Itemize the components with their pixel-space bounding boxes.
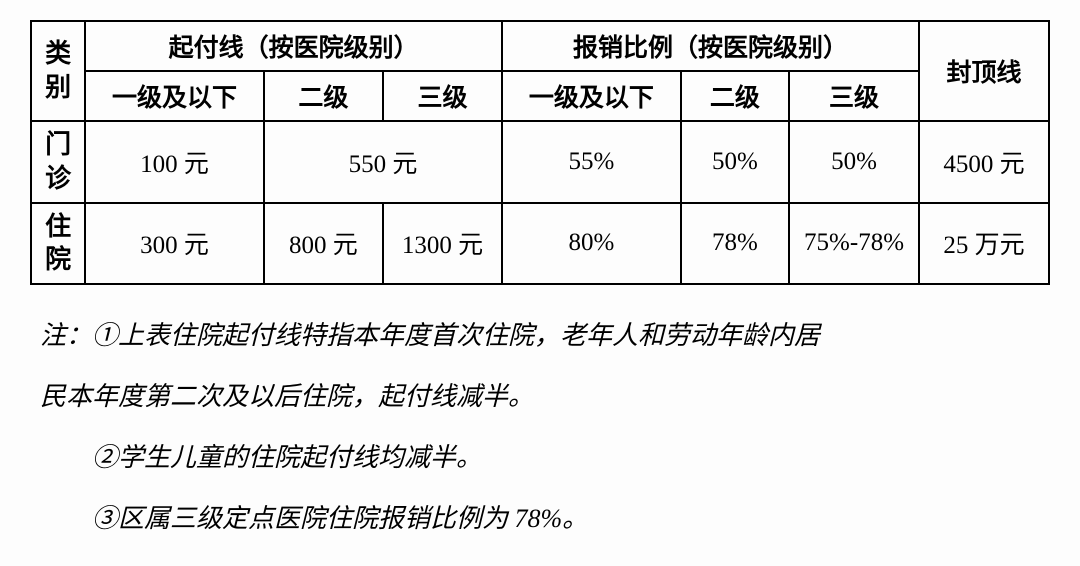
- header-deductible: 起付线（按医院级别）: [85, 21, 502, 71]
- reimbursement-table: 类别 起付线（按医院级别） 报销比例（按医院级别） 封顶线 一级及以下 二级 三…: [30, 20, 1050, 285]
- header-row-2: 一级及以下 二级 三级 一级及以下 二级 三级: [31, 71, 1049, 121]
- note-1-line-a: 注：①上表住院起付线特指本年度首次住院，老年人和劳动年龄内居: [40, 305, 1040, 366]
- table-row-outpatient: 门诊 100 元 550 元 55% 50% 50% 4500 元: [31, 121, 1049, 203]
- cell-inpatient-d3: 1300 元: [383, 203, 502, 285]
- header-category: 类别: [31, 21, 85, 121]
- cell-inpatient-d1: 300 元: [85, 203, 264, 285]
- sub-level3b: 三级: [789, 71, 919, 121]
- note-prefix: 注：: [40, 321, 92, 350]
- cell-inpatient-cap: 25 万元: [919, 203, 1049, 285]
- cell-inpatient-r1: 80%: [502, 203, 681, 285]
- header-cap: 封顶线: [919, 21, 1049, 121]
- sub-level1b: 一级及以下: [502, 71, 681, 121]
- cell-outpatient-d23: 550 元: [264, 121, 502, 203]
- cell-outpatient-cap: 4500 元: [919, 121, 1049, 203]
- note-3: ③区属三级定点医院住院报销比例为 78%。: [40, 488, 1040, 549]
- sub-level1a: 一级及以下: [85, 71, 264, 121]
- note-2: ②学生儿童的住院起付线均减半。: [40, 427, 1040, 488]
- cell-outpatient-r1: 55%: [502, 121, 681, 203]
- cell-outpatient-d1: 100 元: [85, 121, 264, 203]
- cell-outpatient-r2: 50%: [681, 121, 789, 203]
- cell-outpatient-r3: 50%: [789, 121, 919, 203]
- header-ratio: 报销比例（按医院级别）: [502, 21, 919, 71]
- note-1-line-b: 民本年度第二次及以后住院，起付线减半。: [40, 366, 1040, 427]
- header-row-1: 类别 起付线（按医院级别） 报销比例（按医院级别） 封顶线: [31, 21, 1049, 71]
- cell-inpatient-r2: 78%: [681, 203, 789, 285]
- cell-inpatient-r3: 75%-78%: [789, 203, 919, 285]
- cell-inpatient-d2: 800 元: [264, 203, 383, 285]
- sub-level3a: 三级: [383, 71, 502, 121]
- table-row-inpatient: 住院 300 元 800 元 1300 元 80% 78% 75%-78% 25…: [31, 203, 1049, 285]
- row-label-outpatient: 门诊: [31, 121, 85, 203]
- note-1a-text: ①上表住院起付线特指本年度首次住院，老年人和劳动年龄内居: [92, 321, 820, 350]
- row-label-inpatient: 住院: [31, 203, 85, 285]
- sub-level2b: 二级: [681, 71, 789, 121]
- sub-level2a: 二级: [264, 71, 383, 121]
- notes-section: 注：①上表住院起付线特指本年度首次住院，老年人和劳动年龄内居 民本年度第二次及以…: [30, 305, 1050, 549]
